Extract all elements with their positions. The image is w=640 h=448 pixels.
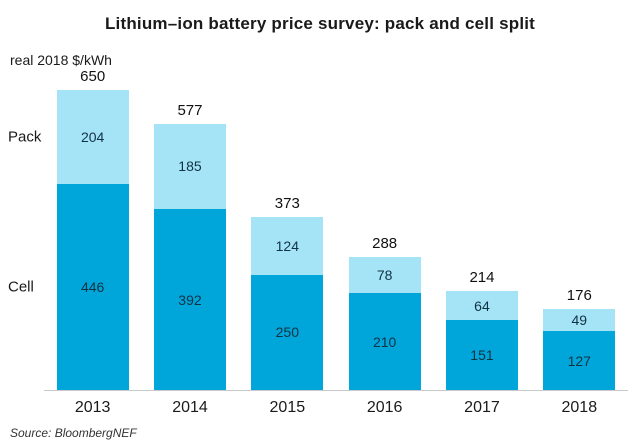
series-label-cell: Cell (8, 278, 34, 296)
bar-group: 373 124 250 (239, 90, 336, 390)
bar-group: 214 64 151 (433, 90, 530, 390)
pack-segment: 49 (543, 308, 616, 332)
pack-segment: 204 (56, 90, 129, 185)
bar-group: 650 204 446 (44, 68, 141, 390)
stacked-bar: 64 151 (445, 290, 518, 390)
pack-segment: 64 (445, 290, 518, 321)
chart-title: Lithium–ion battery price survey: pack a… (104, 14, 536, 33)
pack-segment: 78 (348, 257, 421, 294)
total-value-label: 650 (80, 68, 106, 86)
x-axis-label: 2016 (366, 399, 403, 416)
bar-plot: 650 204 446 577 185 392 373 124 250 288 78 210 214 64… (44, 68, 628, 391)
bar-group: 577 185 392 (141, 90, 238, 390)
bar-group: 288 78 210 (336, 90, 433, 390)
total-value-label: 577 (177, 101, 203, 119)
cell-segment: 151 (445, 320, 518, 390)
total-value-label: 176 (566, 286, 592, 304)
cell-segment: 127 (543, 331, 616, 390)
cell-segment: 446 (56, 184, 129, 390)
cell-segment: 250 (251, 274, 324, 390)
x-axis: 2013 2014 2015 2016 2017 2018 (44, 399, 628, 417)
plot-area: Pack Cell 650 204 446 577 185 392 373 124 250 288… (8, 60, 628, 417)
x-axis-label: 2013 (74, 399, 111, 416)
x-axis-label: 2018 (561, 399, 598, 416)
pack-segment: 124 (251, 217, 324, 275)
stacked-bar: 124 250 (251, 217, 324, 390)
total-value-label: 214 (469, 268, 495, 286)
x-axis-label: 2014 (172, 399, 208, 416)
x-axis-label: 2015 (269, 399, 306, 416)
stacked-bar: 185 392 (153, 123, 226, 390)
cell-segment: 210 (348, 293, 421, 390)
stacked-bar: 204 446 (56, 90, 129, 390)
bar-group: 176 49 127 (531, 90, 628, 390)
total-value-label: 288 (372, 235, 398, 253)
x-axis-label: 2017 (464, 399, 500, 416)
stacked-bar: 78 210 (348, 257, 421, 390)
pack-segment: 185 (153, 123, 226, 210)
series-label-pack: Pack (8, 128, 42, 146)
y-axis-units-label: real 2018 $/kWh (10, 52, 112, 68)
total-value-label: 373 (274, 195, 300, 213)
stacked-bar: 49 127 (543, 308, 616, 390)
cell-segment: 392 (153, 209, 226, 390)
source-caption: Source: BloombergNEF (10, 426, 137, 440)
